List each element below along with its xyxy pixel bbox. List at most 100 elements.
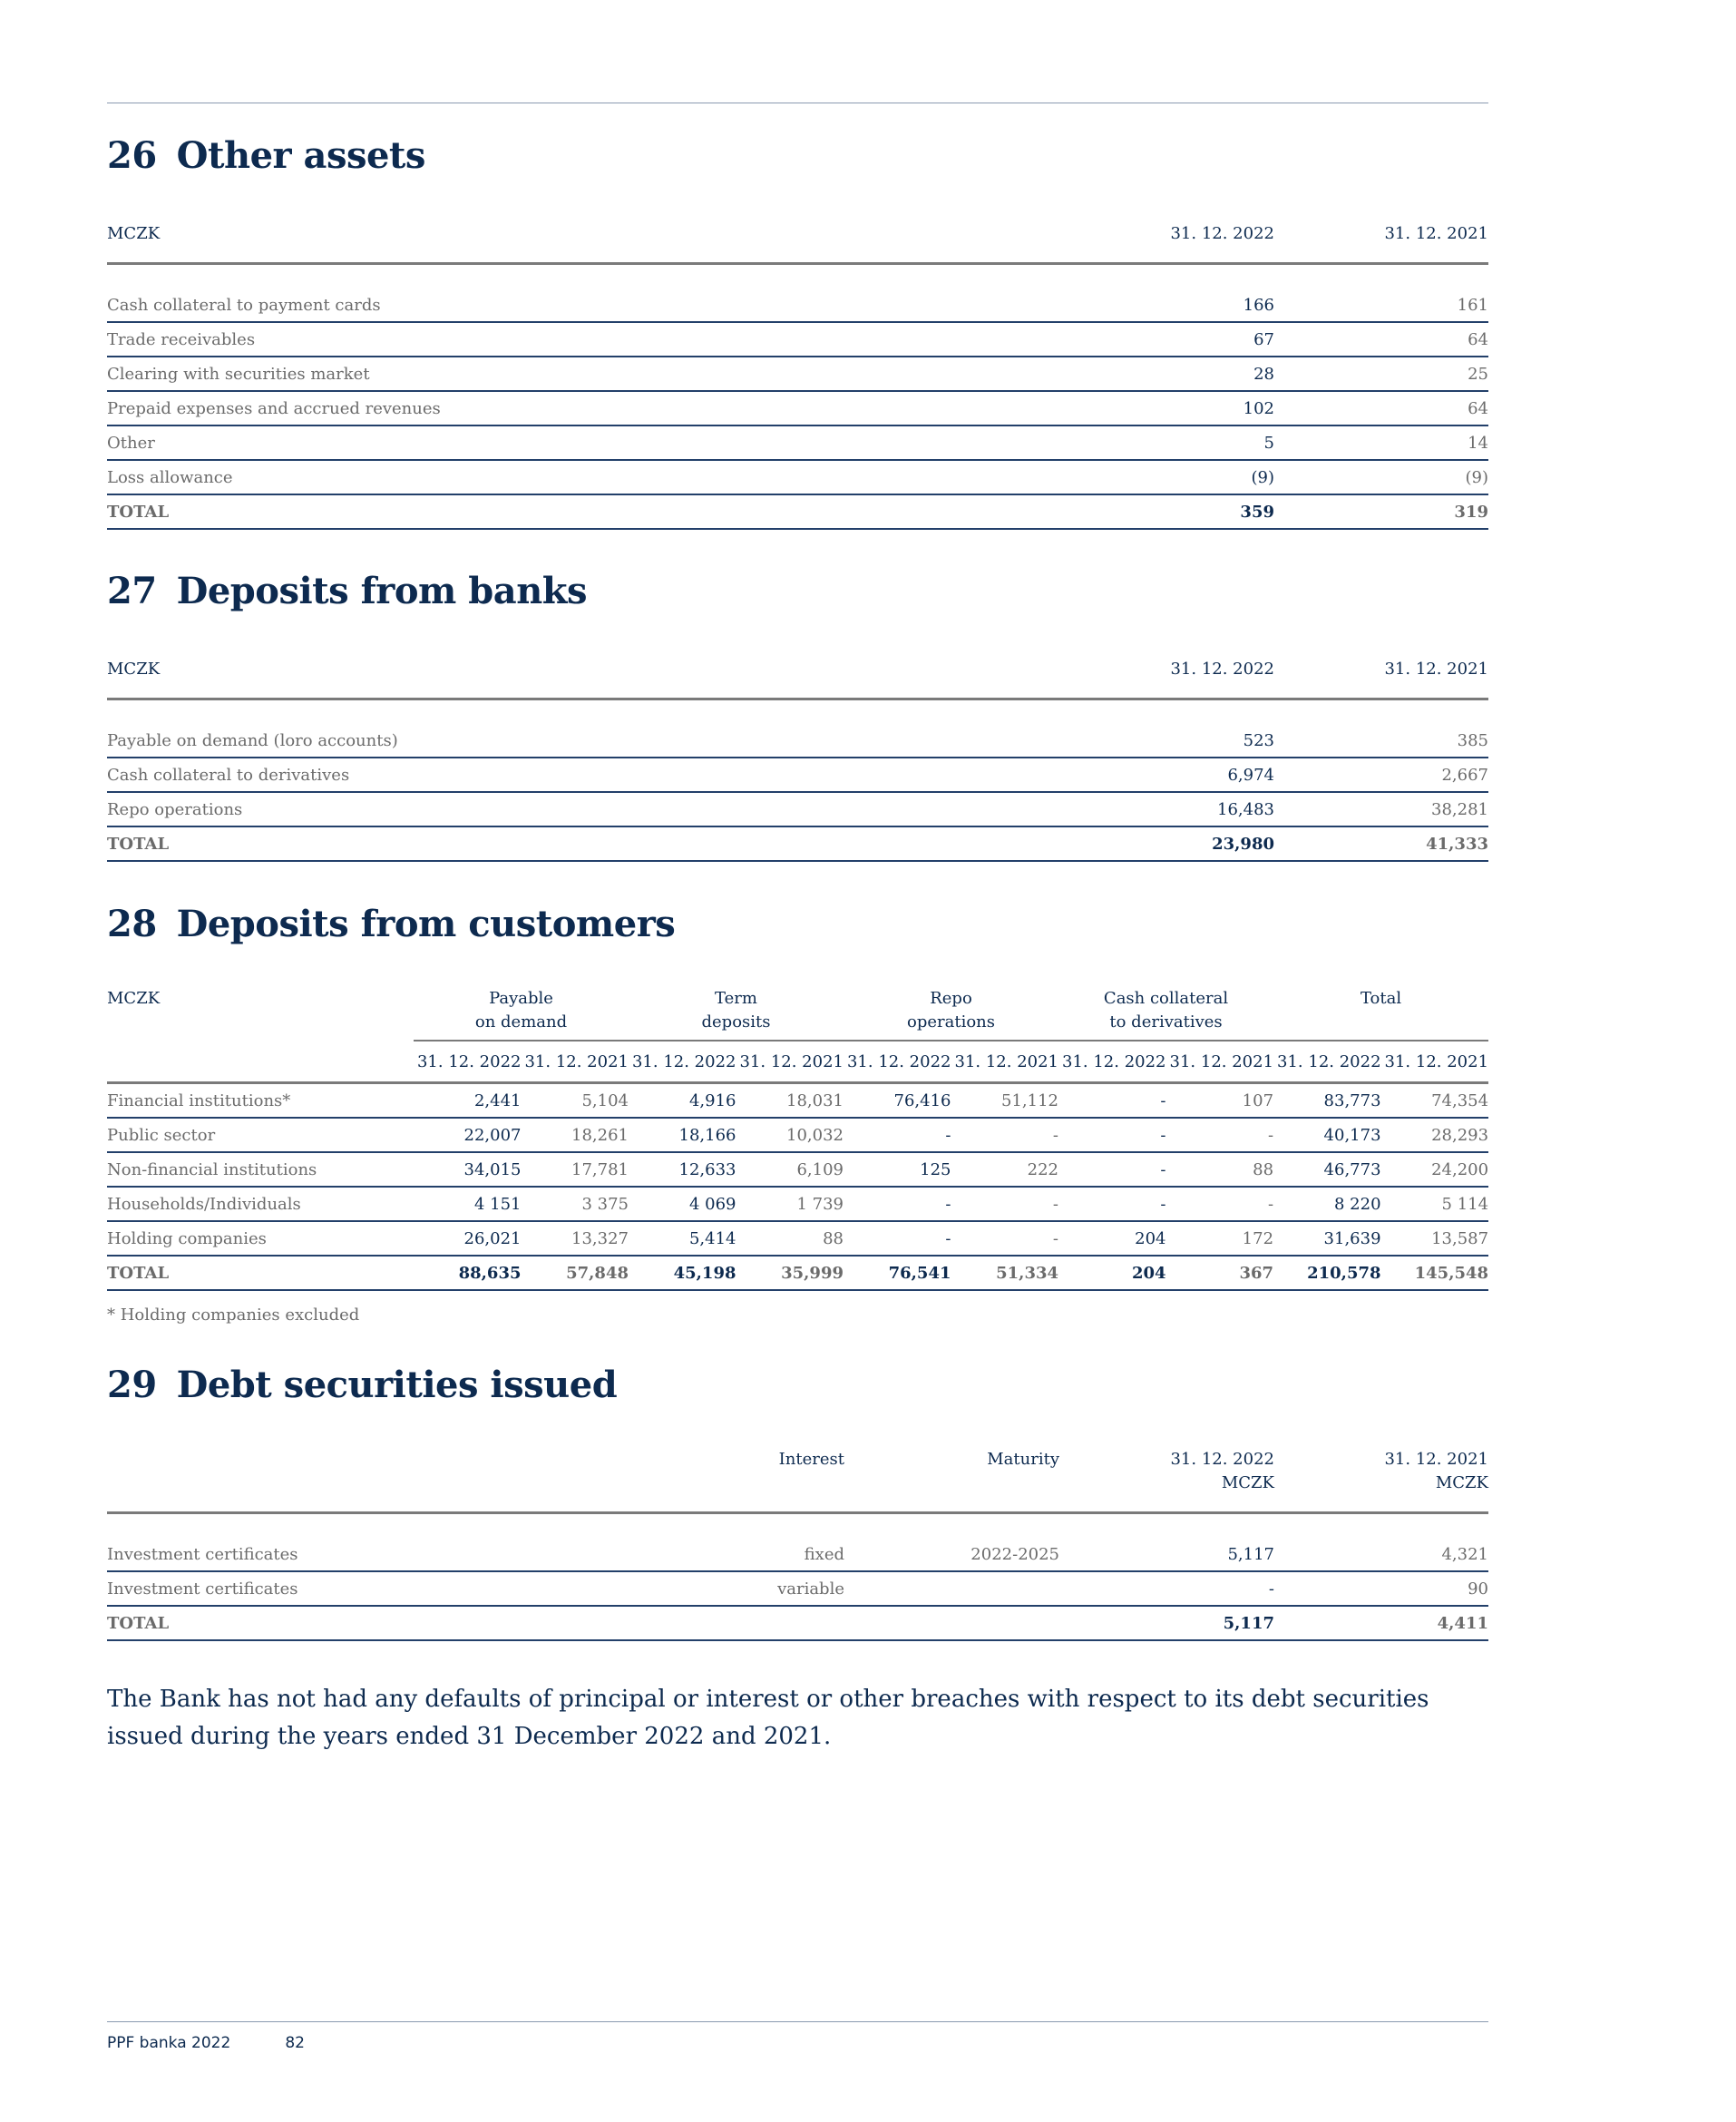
cell-value: 1 739 bbox=[736, 1187, 844, 1222]
date-header: 31. 12. 2022 bbox=[1058, 1040, 1166, 1083]
group-header: Term deposits bbox=[701, 989, 771, 1032]
table-row: Cash collateral to derivatives 6,974 2,667 bbox=[107, 758, 1488, 793]
cell-value: 46,773 bbox=[1273, 1152, 1381, 1188]
table-row: Public sector 22,007 18,261 18,166 10,032- - -… bbox=[107, 1118, 1489, 1153]
cell-value: - bbox=[844, 1187, 951, 1222]
table-row: Other 5 14 bbox=[107, 425, 1488, 461]
footer: PPF banka 2022 82 bbox=[107, 2034, 359, 2052]
cell-value: 102 bbox=[1060, 391, 1274, 426]
table-row: Payable on demand (loro accounts) 523 385 bbox=[107, 724, 1488, 758]
cell-value: - bbox=[1165, 1187, 1274, 1222]
date-header: 31. 12. 2021 bbox=[1165, 1040, 1274, 1083]
date-header: 31. 12. 2022 bbox=[414, 1040, 522, 1083]
cell-value: 88,635 bbox=[414, 1256, 522, 1291]
cell-value: 5,104 bbox=[521, 1082, 629, 1119]
section-title: 28 Deposits from customers bbox=[107, 903, 676, 945]
debt-securities-table: Interest Maturity 31. 12. 2022 MCZK 31. 1… bbox=[107, 1448, 1488, 1641]
cell-value: 204 bbox=[1058, 1256, 1166, 1291]
row-label: Holding companies bbox=[107, 1221, 414, 1257]
cell-value: 14 bbox=[1274, 425, 1488, 461]
row-label: Repo operations bbox=[107, 792, 1060, 827]
deposits-banks-table: MCZK 31. 12. 2022 31. 12. 2021 Payable on … bbox=[107, 658, 1488, 862]
cell-value: 222 bbox=[951, 1152, 1059, 1188]
cell-value: 16,483 bbox=[1060, 792, 1274, 827]
date-header: 31. 12. 2022 bbox=[844, 1040, 951, 1083]
cell-value: - bbox=[951, 1118, 1059, 1153]
total-row: TOTAL 88,635 57,848 45,198 35,999 76,541 51,33… bbox=[107, 1256, 1489, 1291]
cell-value: 45,198 bbox=[629, 1256, 736, 1291]
cell-value: 145,548 bbox=[1380, 1256, 1489, 1291]
cell-value: (9) bbox=[1060, 460, 1274, 495]
table-row: Repo operations 16,483 38,281 bbox=[107, 792, 1488, 827]
unit-header: MCZK bbox=[107, 660, 161, 679]
cell-value: 2,667 bbox=[1274, 758, 1488, 793]
cell-value: 5 114 bbox=[1380, 1187, 1489, 1222]
cell-value: fixed bbox=[737, 1538, 844, 1572]
date-header: 31. 12. 2022 bbox=[1273, 1040, 1381, 1083]
unit-header: MCZK bbox=[107, 224, 161, 243]
cell-value: - bbox=[1165, 1118, 1274, 1153]
cell-value: 5,117 bbox=[1059, 1538, 1274, 1572]
row-label: TOTAL bbox=[107, 826, 1060, 862]
cell-value: 18,166 bbox=[629, 1118, 736, 1153]
cell-value: 5,414 bbox=[629, 1221, 736, 1257]
cell-value: - bbox=[1058, 1082, 1166, 1119]
cell-value: 74,354 bbox=[1380, 1082, 1489, 1119]
cell-value: 31,639 bbox=[1273, 1221, 1381, 1257]
cell-value: 5 bbox=[1060, 425, 1274, 461]
cell-value: 26,021 bbox=[414, 1221, 522, 1257]
cell-value: 25 bbox=[1274, 357, 1488, 392]
section-deposits-banks: 27 Deposits from banks MCZK 31. 12. 2022 31… bbox=[107, 570, 1488, 862]
cell-value: 51,334 bbox=[951, 1256, 1059, 1291]
cell-value: 90 bbox=[1274, 1571, 1488, 1607]
col-2021: 31. 12. 2021 MCZK bbox=[1384, 1450, 1488, 1492]
col-2022: 31. 12. 2022 bbox=[1170, 224, 1274, 243]
col-2021: 31. 12. 2021 bbox=[1384, 660, 1488, 679]
cell-value: 13,327 bbox=[521, 1221, 629, 1257]
row-label: TOTAL bbox=[107, 1256, 414, 1291]
cell-value: 385 bbox=[1274, 724, 1488, 758]
row-label: Investment certificates bbox=[107, 1538, 737, 1572]
cell-value: 4,411 bbox=[1274, 1606, 1488, 1641]
cell-value: 523 bbox=[1060, 724, 1274, 758]
cell-value: 4 069 bbox=[629, 1187, 736, 1222]
section-title: 29 Debt securities issued bbox=[107, 1364, 618, 1406]
table-row: Investment certificates fixed 2022-2025 5,1… bbox=[107, 1538, 1488, 1572]
total-row: TOTAL 5,117 4,411 bbox=[107, 1606, 1488, 1641]
total-row: TOTAL 23,980 41,333 bbox=[107, 826, 1488, 862]
table-row: Holding companies 26,021 13,327 5,414 88- -20… bbox=[107, 1221, 1489, 1257]
cell-value: 40,173 bbox=[1273, 1118, 1381, 1153]
table-row: Clearing with securities market 28 25 bbox=[107, 357, 1488, 392]
cell-value: 76,541 bbox=[844, 1256, 951, 1291]
row-label: Households/Individuals bbox=[107, 1187, 414, 1222]
cell-value: 12,633 bbox=[629, 1152, 736, 1188]
cell-value: 4,916 bbox=[629, 1082, 736, 1119]
cell-value: 172 bbox=[1165, 1221, 1274, 1257]
table-row: Cash collateral to payment cards 166 161 bbox=[107, 288, 1488, 323]
cell-value: 367 bbox=[1165, 1256, 1274, 1291]
row-label: Public sector bbox=[107, 1118, 414, 1153]
row-label: Payable on demand (loro accounts) bbox=[107, 724, 1060, 758]
date-header: 31. 12. 2021 bbox=[736, 1040, 844, 1083]
row-label: Other bbox=[107, 425, 1060, 461]
cell-value: variable bbox=[737, 1571, 844, 1607]
cell-value: 38,281 bbox=[1274, 792, 1488, 827]
cell-value: 22,007 bbox=[414, 1118, 522, 1153]
row-label: Loss allowance bbox=[107, 460, 1060, 495]
total-row: TOTAL 359 319 bbox=[107, 494, 1488, 530]
group-header: Payable on demand bbox=[474, 989, 568, 1032]
row-label: Investment certificates bbox=[107, 1571, 737, 1607]
date-header: 31. 12. 2022 bbox=[629, 1040, 736, 1083]
maturity-header: Maturity bbox=[987, 1450, 1059, 1469]
cell-value: 35,999 bbox=[736, 1256, 844, 1291]
date-header: 31. 12. 2021 bbox=[951, 1040, 1059, 1083]
cell-value: 57,848 bbox=[521, 1256, 629, 1291]
cell-value: 204 bbox=[1058, 1221, 1166, 1257]
cell-value: - bbox=[951, 1221, 1059, 1257]
cell-value: 41,333 bbox=[1274, 826, 1488, 862]
cell-value: 23,980 bbox=[1060, 826, 1274, 862]
section-deposits-customers: 28 Deposits from customers MCZK Payable on … bbox=[107, 903, 1489, 1325]
cell-value: 2022-2025 bbox=[844, 1538, 1059, 1572]
cell-value: 83,773 bbox=[1273, 1082, 1381, 1119]
interest-header: Interest bbox=[778, 1450, 844, 1469]
